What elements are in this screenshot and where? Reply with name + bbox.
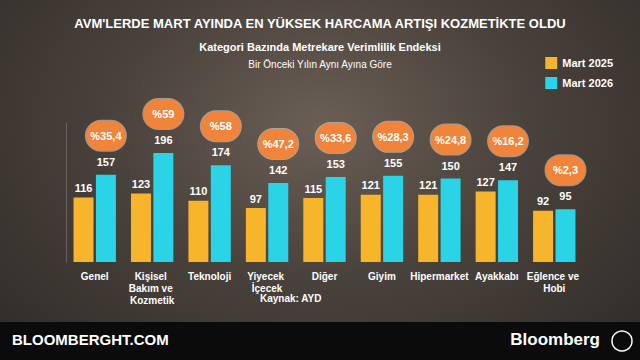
svg-text:150: 150 [441, 160, 459, 172]
svg-text:Bakım ve: Bakım ve [129, 283, 176, 294]
svg-text:Ayakkabı: Ayakkabı [475, 271, 519, 282]
svg-text:BLOOMBERGHT.COM: BLOOMBERGHT.COM [12, 331, 169, 348]
svg-text:Genel: Genel [81, 271, 109, 282]
svg-text:Kişisel: Kişisel [135, 271, 170, 282]
svg-text:Hipermarket: Hipermarket [410, 271, 469, 282]
svg-text:Teknoloji: Teknoloji [188, 271, 231, 282]
svg-text:%58: %58 [210, 120, 232, 132]
svg-text:Bloomberg: Bloomberg [510, 330, 600, 349]
svg-text:Kozmetik: Kozmetik [130, 295, 175, 306]
svg-text:155: 155 [384, 157, 402, 169]
svg-text:121: 121 [362, 179, 380, 191]
svg-text:Yiyecek: Yiyecek [247, 271, 287, 282]
svg-text:AVM'LERDE MART AYINDA EN YÜKSE: AVM'LERDE MART AYINDA EN YÜKSEK HARCAMA … [74, 16, 565, 31]
svg-text:%59: %59 [152, 108, 174, 120]
svg-text:174: 174 [212, 146, 231, 158]
svg-text:Diğer: Diğer [312, 271, 338, 282]
svg-text:%47,2: %47,2 [263, 138, 294, 150]
svg-text:İçecek: İçecek [252, 282, 283, 294]
svg-text:%2,3: %2,3 [553, 164, 578, 176]
svg-text:110: 110 [190, 185, 208, 197]
svg-text:157: 157 [97, 156, 115, 168]
svg-text:121: 121 [419, 179, 437, 191]
svg-text:147: 147 [499, 161, 517, 173]
svg-text:Hobi: Hobi [543, 283, 565, 294]
svg-text:123: 123 [132, 178, 150, 190]
svg-text:115: 115 [304, 183, 322, 195]
svg-text:Kaynak: AYD: Kaynak: AYD [260, 293, 322, 304]
svg-text:97: 97 [250, 193, 262, 205]
svg-text:%16,2: %16,2 [492, 135, 523, 147]
svg-text:92: 92 [537, 195, 549, 207]
svg-text:142: 142 [269, 164, 287, 176]
svg-text:Eğlence ve: Eğlence ve [527, 271, 582, 282]
svg-text:%28,3: %28,3 [378, 131, 409, 143]
svg-text:Mart 2025: Mart 2025 [562, 57, 613, 69]
svg-text:%24,8: %24,8 [435, 134, 466, 146]
svg-text:127: 127 [476, 176, 494, 188]
svg-text:%35,4: %35,4 [90, 130, 122, 142]
svg-text:Mart 2026: Mart 2026 [562, 77, 613, 89]
svg-text:Kategori Bazında Metrekare Ver: Kategori Bazında Metrekare Verimlilik En… [199, 41, 440, 53]
svg-text:%33,6: %33,6 [320, 132, 351, 144]
svg-text:116: 116 [75, 182, 93, 194]
svg-text:95: 95 [559, 190, 571, 202]
svg-text:196: 196 [154, 134, 172, 146]
svg-text:153: 153 [327, 158, 345, 170]
svg-text:Bir Önceki Yılın Aynı Ayına Gö: Bir Önceki Yılın Aynı Ayına Göre [248, 59, 392, 70]
svg-text:Giyim: Giyim [368, 271, 396, 282]
